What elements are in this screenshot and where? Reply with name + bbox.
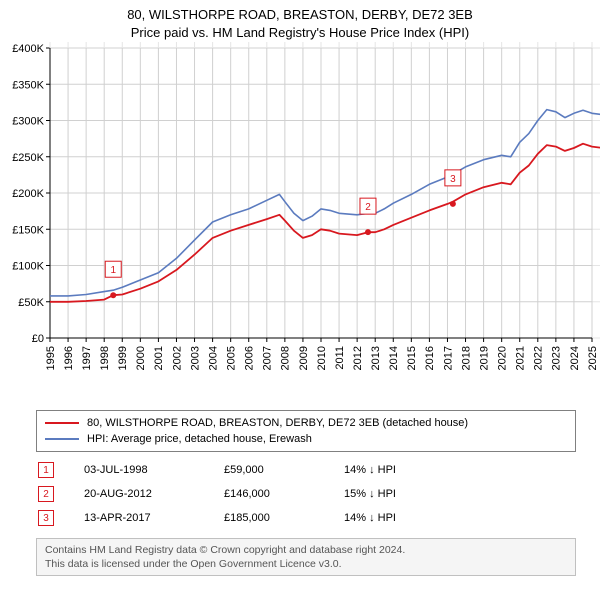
- x-tick-label: 1998: [99, 346, 111, 370]
- annotation-marker-num: 3: [43, 513, 49, 524]
- title-line-1: 80, WILSTHORPE ROAD, BREASTON, DERBY, DE…: [0, 6, 600, 24]
- marker-dot: [450, 201, 456, 207]
- annotation-pct: 14% ↓ HPI: [344, 512, 464, 524]
- annotation-date: 03-JUL-1998: [84, 464, 224, 476]
- x-tick-label: 2018: [460, 346, 472, 370]
- x-tick-label: 2016: [424, 346, 436, 370]
- x-tick-label: 2009: [298, 346, 310, 370]
- x-tick-label: 2013: [370, 346, 382, 370]
- annotation-marker: 1: [38, 462, 54, 478]
- x-tick-label: 2003: [189, 346, 201, 370]
- annotation-pct: 14% ↓ HPI: [344, 464, 464, 476]
- title-block: 80, WILSTHORPE ROAD, BREASTON, DERBY, DE…: [0, 0, 600, 41]
- y-tick-label: £150K: [12, 224, 44, 236]
- legend-swatch: [45, 438, 79, 440]
- footer-line-2: This data is licensed under the Open Gov…: [45, 557, 567, 571]
- y-tick-label: £250K: [12, 152, 44, 164]
- chart-area: £0 £50K £100K £150K £200K £250K £300K £350K £400…: [0, 42, 600, 402]
- series-price_paid: [50, 144, 600, 302]
- legend-box: 80, WILSTHORPE ROAD, BREASTON, DERBY, DE…: [36, 410, 576, 452]
- marker-num: 1: [110, 265, 116, 276]
- x-tick-label: 2007: [262, 346, 274, 370]
- annotation-row: 2 20-AUG-2012£146,00015% ↓ HPI: [36, 482, 576, 506]
- annotation-marker-num: 2: [43, 489, 49, 500]
- x-tick-label: 2015: [406, 346, 418, 370]
- x-tick-label: 2025: [587, 346, 599, 370]
- series-hpi: [50, 110, 600, 296]
- marker-num: 3: [450, 174, 456, 185]
- x-tick-label: 2011: [334, 346, 346, 370]
- legend-swatch: [45, 422, 79, 424]
- footer-line-1: Contains HM Land Registry data © Crown c…: [45, 543, 567, 557]
- y-tick-label: £100K: [12, 261, 44, 273]
- x-tick-label: 2010: [316, 346, 328, 370]
- x-tick-label: 2005: [226, 346, 238, 370]
- x-tick-label: 2023: [551, 346, 563, 370]
- x-tick-label: 2012: [352, 346, 364, 370]
- annotations-block: 103-JUL-1998£59,00014% ↓ HPI220-AUG-2012…: [36, 458, 576, 530]
- y-tick-label: £400K: [12, 43, 44, 55]
- x-tick-label: 2019: [478, 346, 490, 370]
- y-tick-label: £50K: [18, 297, 44, 309]
- x-tick-label: 2008: [280, 346, 292, 370]
- x-tick-label: 1997: [81, 346, 93, 370]
- x-tick-label: 1995: [45, 346, 57, 370]
- x-tick-label: 2022: [533, 346, 545, 370]
- x-tick-label: 2006: [244, 346, 256, 370]
- legend-label: HPI: Average price, detached house, Erew…: [87, 433, 312, 445]
- chart-svg: £0 £50K £100K £150K £200K £250K £300K £350K £400…: [0, 42, 600, 402]
- x-tick-label: 2002: [171, 346, 183, 370]
- y-tick-label: £0: [32, 333, 44, 345]
- title-line-2: Price paid vs. HM Land Registry's House …: [0, 24, 600, 42]
- annotation-price: £59,000: [224, 464, 344, 476]
- legend-row: HPI: Average price, detached house, Erew…: [45, 431, 567, 447]
- marker-dot: [365, 229, 371, 235]
- x-tick-label: 2020: [497, 346, 509, 370]
- x-tick-label: 1996: [63, 346, 75, 370]
- x-tick-label: 2000: [135, 346, 147, 370]
- x-tick-label: 1999: [117, 346, 129, 370]
- y-tick-label: £350K: [12, 79, 44, 91]
- annotation-marker-num: 1: [43, 465, 49, 476]
- x-tick-label: 2024: [569, 346, 581, 370]
- y-tick-label: £200K: [12, 188, 44, 200]
- x-tick-label: 2014: [388, 346, 400, 370]
- legend-row: 80, WILSTHORPE ROAD, BREASTON, DERBY, DE…: [45, 415, 567, 431]
- footer-box: Contains HM Land Registry data © Crown c…: [36, 538, 576, 576]
- marker-dot: [110, 292, 116, 298]
- x-tick-label: 2021: [515, 346, 527, 370]
- annotation-row: 3 13-APR-2017£185,00014% ↓ HPI: [36, 506, 576, 530]
- annotation-pct: 15% ↓ HPI: [344, 488, 464, 500]
- y-tick-label: £300K: [12, 116, 44, 128]
- annotation-date: 20-AUG-2012: [84, 488, 224, 500]
- figure-root: 80, WILSTHORPE ROAD, BREASTON, DERBY, DE…: [0, 0, 600, 590]
- x-tick-label: 2004: [207, 346, 219, 370]
- annotation-price: £185,000: [224, 512, 344, 524]
- x-tick-label: 2001: [153, 346, 165, 370]
- x-tick-label: 2017: [442, 346, 454, 370]
- annotation-row: 1 03-JUL-1998£59,00014% ↓ HPI: [36, 458, 576, 482]
- annotation-marker: 2: [38, 486, 54, 502]
- annotation-date: 13-APR-2017: [84, 512, 224, 524]
- annotation-marker: 3: [38, 510, 54, 526]
- marker-num: 2: [365, 202, 371, 213]
- annotation-price: £146,000: [224, 488, 344, 500]
- legend-label: 80, WILSTHORPE ROAD, BREASTON, DERBY, DE…: [87, 417, 468, 429]
